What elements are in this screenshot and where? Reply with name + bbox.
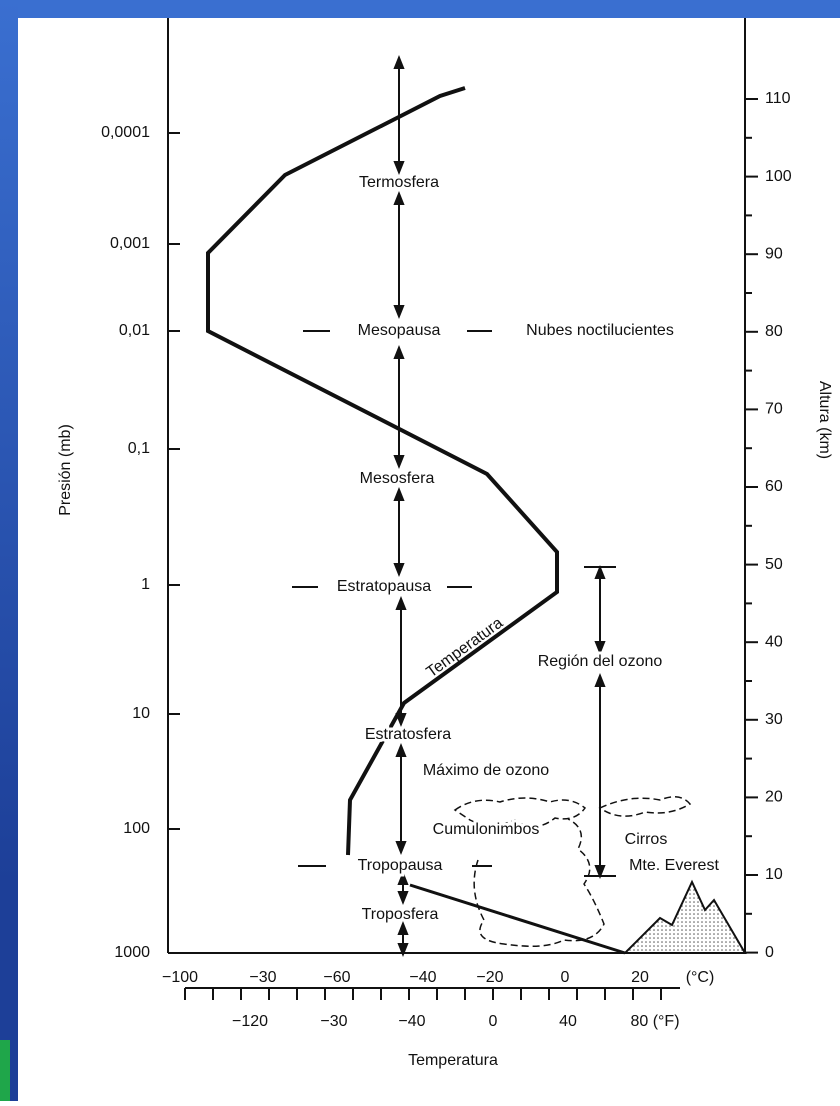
layer-label: Región del ozono — [538, 653, 663, 670]
fahrenheit-tick-label: −120 — [232, 1013, 268, 1030]
altitude-tick-label: 30 — [765, 711, 783, 728]
altitude-tick-label: 110 — [765, 90, 791, 107]
fahrenheit-tick-label: 40 — [559, 1013, 577, 1030]
pressure-tick-label: 1 — [141, 576, 150, 593]
pressure-tick-label: 100 — [123, 820, 150, 837]
altitude-tick-label: 0 — [765, 944, 774, 961]
celsius-tick-label: −100 — [162, 969, 198, 986]
celsius-tick-label: −60 — [323, 969, 350, 986]
pressure-tick-label: 1000 — [114, 944, 150, 961]
layer-label: Cirros — [625, 831, 668, 848]
pressure-tick-label: 0,1 — [128, 440, 150, 457]
celsius-tick-label: 20 — [631, 969, 649, 986]
altitude-tick-label: 10 — [765, 866, 783, 883]
layer-label: Termosfera — [359, 174, 439, 191]
celsius-tick-label: (°C) — [686, 969, 715, 986]
pressure-tick-label: 0,001 — [110, 235, 150, 252]
altitude-tick-label: 90 — [765, 245, 783, 262]
altitude-tick-label: 20 — [765, 789, 783, 806]
right-axis-label: Altura (km) — [816, 381, 833, 459]
altitude-tick-label: 50 — [765, 556, 783, 573]
celsius-tick-label: −30 — [249, 969, 276, 986]
celsius-tick-label: −20 — [476, 969, 503, 986]
frame-top — [0, 0, 840, 18]
frame-accent — [0, 1040, 10, 1101]
x-axis-label: Temperatura — [408, 1052, 498, 1069]
layer-label: Cumulonimbos — [433, 821, 540, 838]
layer-label: Estratosfera — [365, 726, 451, 743]
layer-label: Estratopausa — [337, 578, 431, 595]
layer-label: Mesosfera — [360, 470, 435, 487]
layer-label: Mesopausa — [358, 322, 441, 339]
pressure-tick-label: 0,01 — [119, 322, 150, 339]
fahrenheit-tick-label: 0 — [489, 1013, 498, 1030]
fahrenheit-tick-label: −30 — [320, 1013, 347, 1030]
left-axis-label: Presión (mb) — [57, 424, 74, 516]
altitude-tick-label: 70 — [765, 401, 783, 418]
pressure-tick-label: 0,0001 — [101, 124, 150, 141]
fahrenheit-tick-label: −40 — [398, 1013, 425, 1030]
layer-label: Nubes noctilucientes — [526, 322, 674, 339]
layer-label: Mte. Everest — [629, 857, 719, 874]
altitude-tick-label: 100 — [765, 168, 792, 185]
altitude-tick-label: 60 — [765, 478, 783, 495]
celsius-tick-label: 0 — [561, 969, 570, 986]
fahrenheit-tick-label: 80 (°F) — [630, 1013, 679, 1030]
diagram: 0,00010,0010,010,11101001000110100908070… — [0, 0, 840, 1101]
altitude-tick-label: 40 — [765, 633, 783, 650]
layer-label: Troposfera — [362, 906, 439, 923]
pressure-tick-label: 10 — [132, 705, 150, 722]
frame-left — [0, 0, 18, 1101]
celsius-tick-label: −40 — [409, 969, 436, 986]
layer-label: Tropopausa — [358, 857, 443, 874]
altitude-tick-label: 80 — [765, 323, 783, 340]
layer-label: Máximo de ozono — [423, 762, 549, 779]
